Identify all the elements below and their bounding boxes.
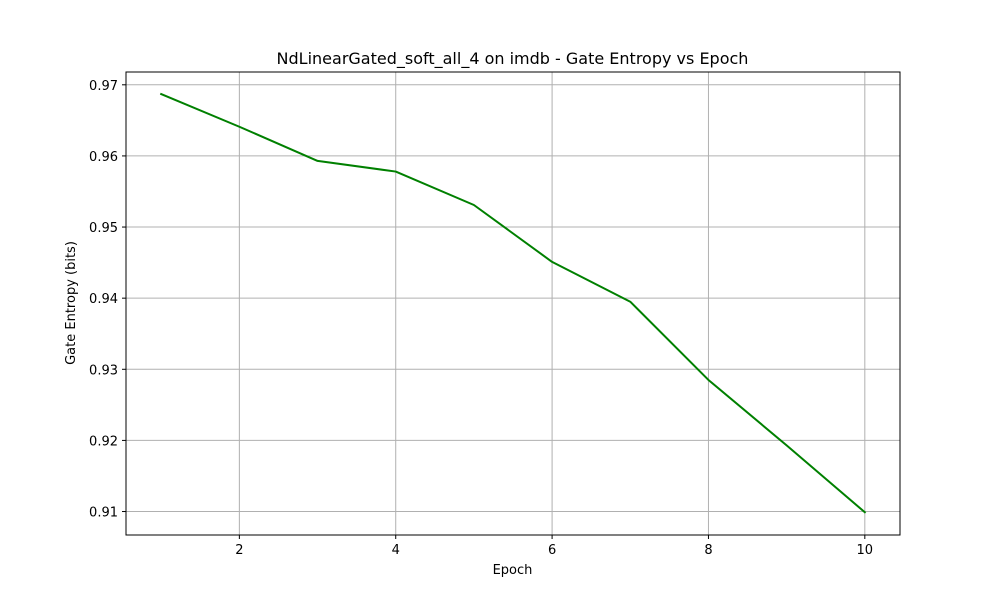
x-tick-label: 10 [857,543,874,558]
y-tick-label: 0.96 [89,150,118,165]
x-tick-label: 4 [392,543,400,558]
y-tick-label: 0.97 [89,79,118,94]
y-tick-label: 0.92 [89,434,118,449]
x-tick-label: 2 [235,543,243,558]
series-layer [159,92,867,514]
y-tick-label: 0.91 [89,506,118,521]
x-tick-label: 8 [704,543,712,558]
y-axis-label: Gate Entropy (bits) [64,241,79,365]
grid-layer [126,72,900,535]
x-tick-label: 6 [548,543,556,558]
y-tick-label: 0.93 [89,363,118,378]
y-tick-label: 0.94 [89,292,118,307]
series-line [159,92,867,514]
x-axis-label: Epoch [493,563,533,578]
chart-title: NdLinearGated_soft_all_4 on imdb - Gate … [277,49,749,69]
plot-area-frame [125,71,901,536]
tick-layer: 2 4 6 8 10 0.91 0.92 0.93 0.94 0.95 0.96 0.97 [89,79,873,558]
y-tick-label: 0.95 [89,221,118,236]
